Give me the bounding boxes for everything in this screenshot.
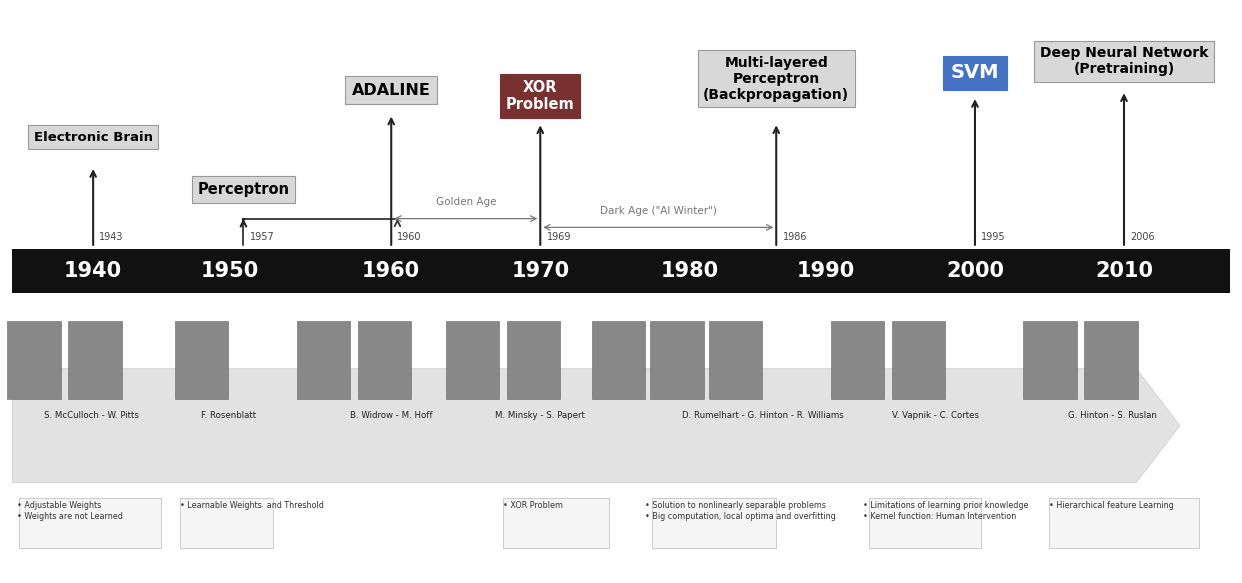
FancyBboxPatch shape bbox=[7, 321, 61, 399]
Text: 1969: 1969 bbox=[546, 232, 571, 242]
Text: 1960: 1960 bbox=[397, 232, 422, 242]
Text: • Adjustable Weights
• Weights are not Learned: • Adjustable Weights • Weights are not L… bbox=[17, 501, 123, 521]
Text: F. Rosenblatt: F. Rosenblatt bbox=[201, 411, 256, 420]
FancyBboxPatch shape bbox=[19, 498, 161, 548]
Text: 1960: 1960 bbox=[363, 261, 420, 281]
Text: • XOR Problem: • XOR Problem bbox=[503, 501, 563, 510]
Text: Golden Age: Golden Age bbox=[436, 197, 496, 207]
Text: V. Vapnik - C. Cortes: V. Vapnik - C. Cortes bbox=[892, 411, 979, 420]
FancyBboxPatch shape bbox=[68, 321, 122, 399]
Text: 1970: 1970 bbox=[512, 261, 569, 281]
Text: B. Widrow - M. Hoff: B. Widrow - M. Hoff bbox=[350, 411, 432, 420]
Text: Multi-layered
Perceptron
(Backpropagation): Multi-layered Perceptron (Backpropagatio… bbox=[703, 55, 850, 102]
FancyBboxPatch shape bbox=[1084, 321, 1138, 399]
Text: 1943: 1943 bbox=[99, 232, 124, 242]
Text: Perceptron: Perceptron bbox=[197, 182, 289, 197]
Text: 1995: 1995 bbox=[981, 232, 1006, 242]
FancyBboxPatch shape bbox=[869, 498, 981, 548]
FancyBboxPatch shape bbox=[507, 321, 560, 399]
FancyBboxPatch shape bbox=[297, 321, 350, 399]
Text: D. Rumelhart - G. Hinton - R. Williams: D. Rumelhart - G. Hinton - R. Williams bbox=[682, 411, 843, 420]
Text: G. Hinton - S. Ruslan: G. Hinton - S. Ruslan bbox=[1068, 411, 1158, 420]
Text: 1940: 1940 bbox=[65, 261, 122, 281]
FancyBboxPatch shape bbox=[892, 321, 945, 399]
FancyBboxPatch shape bbox=[446, 321, 499, 399]
Text: • Hierarchical feature Learning: • Hierarchical feature Learning bbox=[1049, 501, 1174, 510]
FancyBboxPatch shape bbox=[180, 498, 273, 548]
Text: SVM: SVM bbox=[950, 64, 1000, 82]
FancyBboxPatch shape bbox=[652, 498, 776, 548]
Text: S. McCulloch - W. Pitts: S. McCulloch - W. Pitts bbox=[45, 411, 139, 420]
FancyBboxPatch shape bbox=[831, 321, 884, 399]
Text: • Limitations of learning prior knowledge
• Kernel function: Human Intervention: • Limitations of learning prior knowledg… bbox=[863, 501, 1028, 521]
FancyBboxPatch shape bbox=[591, 321, 646, 399]
Text: • Learnable Weights  and Threshold: • Learnable Weights and Threshold bbox=[180, 501, 324, 510]
FancyArrow shape bbox=[12, 368, 1180, 483]
Text: 2006: 2006 bbox=[1130, 232, 1155, 242]
FancyBboxPatch shape bbox=[651, 321, 704, 399]
FancyBboxPatch shape bbox=[708, 321, 763, 399]
FancyBboxPatch shape bbox=[358, 321, 411, 399]
Text: • Solution to nonlinearly separable problems
• Big computation, local optima and: • Solution to nonlinearly separable prob… bbox=[645, 501, 836, 521]
Text: 1986: 1986 bbox=[782, 232, 807, 242]
Text: XOR
Problem: XOR Problem bbox=[505, 80, 575, 113]
Text: 2000: 2000 bbox=[946, 261, 1004, 281]
FancyBboxPatch shape bbox=[503, 498, 609, 548]
FancyBboxPatch shape bbox=[174, 321, 229, 399]
FancyBboxPatch shape bbox=[12, 250, 1230, 293]
Text: M. Minsky - S. Papert: M. Minsky - S. Papert bbox=[496, 411, 585, 420]
FancyBboxPatch shape bbox=[1023, 321, 1077, 399]
Text: ADALINE: ADALINE bbox=[351, 83, 431, 98]
Text: 1980: 1980 bbox=[661, 261, 718, 281]
Text: 1990: 1990 bbox=[797, 261, 854, 281]
Text: Deep Neural Network
(Pretraining): Deep Neural Network (Pretraining) bbox=[1040, 46, 1208, 76]
Text: Dark Age ("AI Winter"): Dark Age ("AI Winter") bbox=[600, 206, 717, 216]
FancyBboxPatch shape bbox=[1049, 498, 1199, 548]
Text: 2010: 2010 bbox=[1095, 261, 1153, 281]
Text: 1950: 1950 bbox=[201, 261, 258, 281]
Text: 1957: 1957 bbox=[250, 232, 274, 242]
Text: Electronic Brain: Electronic Brain bbox=[34, 131, 153, 143]
